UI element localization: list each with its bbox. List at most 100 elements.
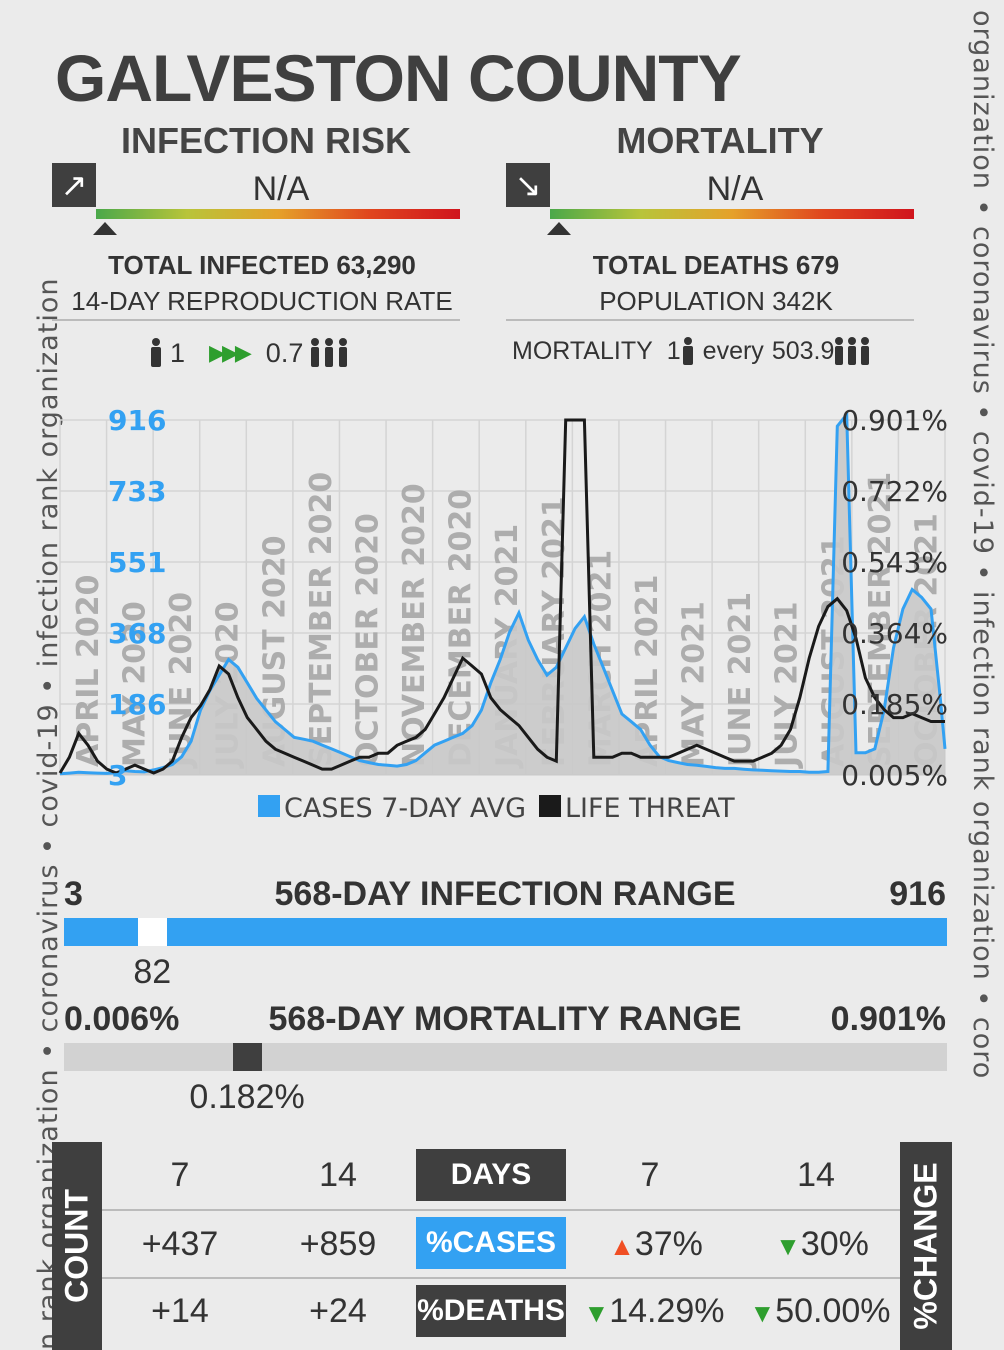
month-label: SEPTEMBER 2020 xyxy=(304,472,339,767)
infection-risk-scale xyxy=(96,209,460,219)
life-threat-line xyxy=(58,418,945,775)
divider xyxy=(52,319,460,321)
north-east-arrow-icon: ↗ xyxy=(52,163,96,207)
change-label: %CHANGE xyxy=(907,1162,944,1330)
left-axis-ticks: 916 733 551 368 186 3 xyxy=(108,404,166,792)
days-label: DAYS xyxy=(416,1149,566,1201)
month-label: DECEMBER 2020 xyxy=(444,489,479,767)
mortality-range-bar xyxy=(64,1043,947,1071)
month-label: MAY 2020 xyxy=(118,601,153,767)
deaths-14-change: ▼50.00% xyxy=(740,1292,900,1331)
mortality-range-min: 0.006% xyxy=(64,1000,180,1038)
left-tick-label: 551 xyxy=(108,546,166,579)
total-deaths: TOTAL DEATHS 679 xyxy=(592,250,840,280)
infection-risk-heading: INFECTION RISK xyxy=(120,120,411,161)
deaths-14-change-value: 50.00% xyxy=(775,1292,891,1330)
infection-range-bar xyxy=(64,918,947,946)
mortality-value: N/A xyxy=(706,170,764,208)
right-tick-label: 0.901% xyxy=(841,404,948,437)
right-tick-label: 0.543% xyxy=(841,546,948,579)
cases-14-count: +859 xyxy=(299,1225,377,1263)
cases-7-change: ▲37% xyxy=(596,1225,716,1264)
infection-range-current: 82 xyxy=(133,953,172,991)
deaths-label: %DEATHS xyxy=(416,1285,566,1337)
repro-from-value: 1 xyxy=(170,337,186,368)
left-tick-label: 186 xyxy=(108,688,166,721)
right-tick-label: 0.005% xyxy=(841,759,948,792)
population: POPULATION 342K xyxy=(599,286,833,316)
left-tick-label: 368 xyxy=(108,617,166,650)
infection-range-max: 916 xyxy=(889,875,946,913)
month-label: OCTOBER 2020 xyxy=(350,513,385,767)
mortality-range-marker xyxy=(233,1043,263,1071)
mortality-range-current: 0.182% xyxy=(189,1078,305,1116)
infection-risk-value: N/A xyxy=(252,170,310,208)
mortality-range-label: 568-DAY MORTALITY RANGE xyxy=(268,1000,742,1038)
mortality-rate-label: MORTALITY xyxy=(512,336,653,365)
mortality-heading: MORTALITY xyxy=(616,120,824,161)
legend-threat-label: LIFE THREAT xyxy=(565,793,735,824)
count-label: COUNT xyxy=(58,1189,95,1303)
legend-threat-swatch xyxy=(539,795,561,817)
deaths-7-count: +14 xyxy=(151,1292,209,1330)
south-east-arrow-icon: ↘ xyxy=(506,163,550,207)
arrow-up-icon: ▲ xyxy=(609,1231,635,1261)
header-14-days: 14 xyxy=(319,1156,357,1194)
deaths-7-change: ▼14.29% xyxy=(574,1292,734,1331)
cases-7-count: +437 xyxy=(141,1225,219,1263)
mortality-rate-every: every xyxy=(702,336,764,365)
right-tick-label: 0.722% xyxy=(841,475,948,508)
right-tick-label: 0.185% xyxy=(841,688,948,721)
total-infected: TOTAL INFECTED 63,290 xyxy=(108,250,416,280)
infection-range-label: 568-DAY INFECTION RANGE xyxy=(274,875,736,913)
infection-risk-marker xyxy=(93,222,117,235)
legend-cases-label: CASES 7-DAY AVG xyxy=(284,793,526,824)
mortality-rate-value: 503.9 xyxy=(771,336,835,365)
people-group-icon xyxy=(311,338,348,367)
person-icon xyxy=(682,337,693,365)
cases-14-change: ▼30% xyxy=(762,1225,882,1264)
count-column-header: COUNT xyxy=(52,1142,102,1350)
infection-range-min: 3 xyxy=(64,875,83,913)
reproduction-rate-label: 14-DAY REPRODUCTION RATE xyxy=(71,286,453,316)
cases-area xyxy=(60,414,945,775)
infection-range-marker xyxy=(138,918,168,946)
cases-label: %CASES xyxy=(416,1217,566,1269)
left-tick-label: 916 xyxy=(108,404,166,437)
cases-14-change-value: 30% xyxy=(800,1225,869,1263)
month-label: NOVEMBER 2020 xyxy=(397,483,432,767)
mortality-range-max: 0.901% xyxy=(830,1000,946,1038)
person-icon xyxy=(151,338,161,367)
right-tick-label: 0.364% xyxy=(841,617,948,650)
legend-cases-swatch xyxy=(258,795,280,817)
month-label: JUNE 2021 xyxy=(723,592,758,769)
cases-7-change-value: 37% xyxy=(634,1225,703,1263)
right-axis-ticks: 0.901% 0.722% 0.543% 0.364% 0.185% 0.005% xyxy=(841,404,948,792)
month-label: JULY 2021 xyxy=(770,601,805,769)
repro-to-value: 0.7 xyxy=(265,337,304,368)
arrow-down-icon: ▼ xyxy=(775,1231,801,1261)
deaths-14-count: +24 xyxy=(309,1292,367,1330)
header-14-change: 14 xyxy=(797,1156,835,1194)
left-tick-label: 3 xyxy=(108,759,127,792)
table-row-divider xyxy=(102,1277,900,1279)
deaths-7-change-value: 14.29% xyxy=(609,1292,725,1330)
change-column-header: %CHANGE xyxy=(900,1142,952,1350)
left-tick-label: 733 xyxy=(108,475,166,508)
mortality-rate-one: 1 xyxy=(666,336,681,365)
header-7-days: 7 xyxy=(170,1156,190,1194)
mortality-scale xyxy=(550,209,914,219)
divider xyxy=(506,319,914,321)
header-7-change: 7 xyxy=(640,1156,660,1194)
table-row-divider xyxy=(102,1209,900,1211)
people-group-icon xyxy=(835,337,870,365)
reproduction-rate-row: 1 ▶▶▶ 0.7 xyxy=(148,335,349,371)
mortality-marker xyxy=(547,222,571,235)
mortality-rate-row: MORTALITY 1 every 503.9 xyxy=(512,333,870,369)
fast-forward-icon: ▶▶▶ xyxy=(209,340,252,365)
arrow-down-icon: ▼ xyxy=(749,1298,776,1328)
page-title: GALVESTON COUNTY xyxy=(55,41,742,115)
month-label: MAY 2021 xyxy=(677,601,712,767)
arrow-down-icon: ▼ xyxy=(583,1298,610,1328)
